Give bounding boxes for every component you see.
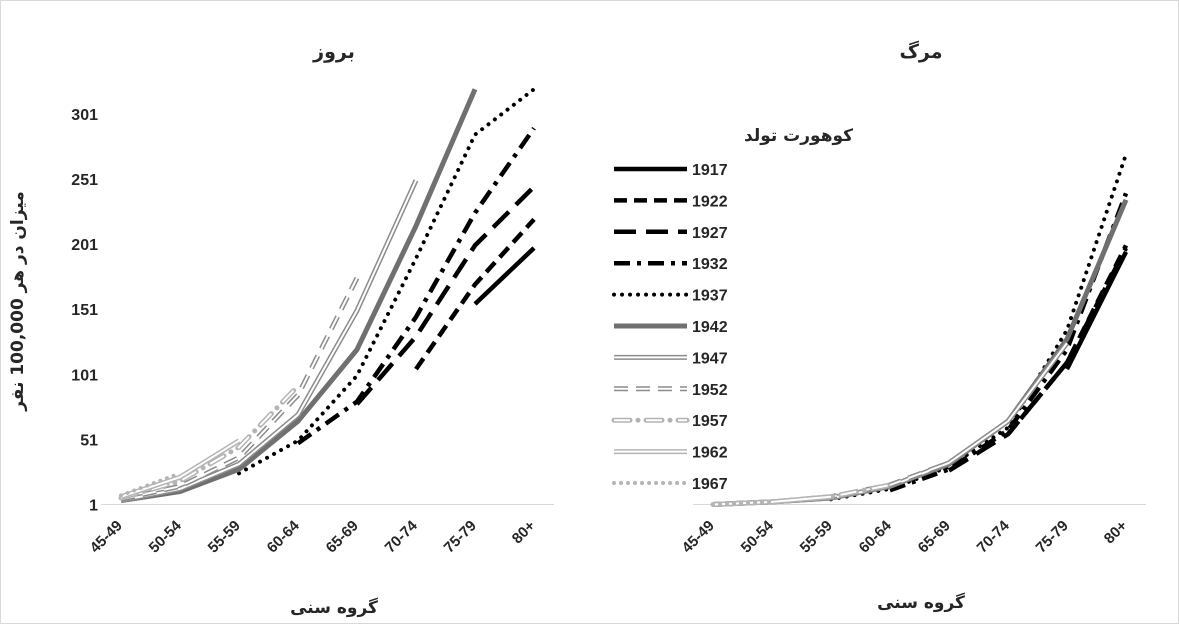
panel-title: مرگ (899, 40, 942, 63)
series-line-1937 (829, 152, 1128, 502)
series-line-1952 (120, 276, 360, 502)
series-line-1947-stroke-1 (120, 179, 417, 502)
x-tick-label: 75-79 (441, 517, 480, 556)
x-tick-label: 75-79 (1033, 517, 1072, 556)
series-line-1927-stroke-0 (355, 185, 536, 406)
x-tick-label: 45-49 (87, 517, 126, 556)
y-axis-title: میزان در هر 100,000 نفر (8, 191, 28, 412)
legend-label: 1927 (692, 225, 728, 242)
legend-label: 1922 (692, 193, 728, 210)
legend-label: 1957 (692, 413, 728, 430)
series-line-1962 (712, 494, 832, 507)
x-tick-label: 50-54 (146, 517, 186, 557)
legend-label: 1967 (692, 476, 728, 493)
x-tick-label: 80+ (509, 517, 539, 547)
legend-label: 1932 (692, 256, 728, 273)
series-line-1927 (355, 185, 536, 406)
x-axis-title: گروه سنی (290, 597, 378, 618)
x-tick-label: 80+ (1101, 517, 1131, 547)
series-line-1917-stroke-0 (473, 246, 536, 306)
x-tick-label: 55-59 (797, 517, 836, 556)
series-line-1937 (237, 87, 536, 476)
y-tick-label: 151 (71, 302, 98, 319)
series-line-1962-stroke-1 (120, 439, 240, 498)
series-line-1967 (711, 499, 774, 507)
series-line-1922 (414, 217, 536, 371)
legend-title: کوهورت تولد (744, 126, 853, 146)
legend-label: 1962 (692, 445, 728, 462)
series-line-1947 (120, 179, 419, 504)
series-line-1947-stroke-0 (120, 179, 419, 504)
x-tick-label: 55-59 (205, 517, 244, 556)
series-line-1927-stroke-0 (947, 246, 1129, 473)
series-line-1952-stroke-1 (120, 277, 358, 501)
legend-label: 1917 (692, 162, 728, 179)
series-line-1932-stroke-0 (889, 192, 1129, 493)
series-line-1932-stroke-0 (296, 126, 536, 446)
series-line-1932 (889, 192, 1129, 493)
legend-label: 1952 (692, 382, 728, 399)
x-tick-label: 70-74 (974, 517, 1014, 557)
x-tick-label: 60-64 (856, 517, 896, 557)
legend-label: 1942 (692, 319, 728, 336)
series-line-1967-stroke-0 (711, 499, 774, 507)
series-line-1922-stroke-0 (414, 217, 536, 371)
series-line-1962 (120, 438, 241, 500)
x-tick-label: 65-69 (323, 517, 362, 556)
legend-label: 1947 (692, 350, 728, 367)
series-line-1932 (296, 126, 536, 446)
series-line-1957-stroke-1 (120, 385, 299, 499)
y-tick-label: 101 (71, 367, 98, 384)
x-tick-label: 60-64 (264, 517, 304, 557)
x-tick-label: 45-49 (679, 517, 718, 556)
y-tick-label: 251 (71, 172, 98, 189)
series-line-1937-stroke-0 (237, 87, 536, 476)
series-line-1917 (473, 246, 536, 306)
legend-label: 1937 (692, 288, 728, 305)
y-tick-label: 51 (80, 432, 98, 449)
legend: کوهورت تولد 1917 1922 1927 1932 1937 1942 1947 1… (611, 126, 853, 493)
series-line-1927 (947, 246, 1129, 473)
y-tick-label: 201 (71, 237, 98, 254)
x-tick-label: 50-54 (738, 517, 778, 557)
x-axis-title: گروه سنی (877, 592, 965, 613)
series-line-1942-stroke-0 (120, 88, 478, 504)
y-tick-label: 1 (89, 498, 98, 515)
x-tick-label: 70-74 (382, 517, 422, 557)
series-line-1937-stroke-0 (829, 152, 1128, 502)
x-tick-label: 65-69 (915, 517, 954, 556)
panel-title: بروز (312, 41, 355, 63)
series-line-1942 (120, 88, 478, 504)
y-tick-label: 301 (71, 107, 98, 124)
